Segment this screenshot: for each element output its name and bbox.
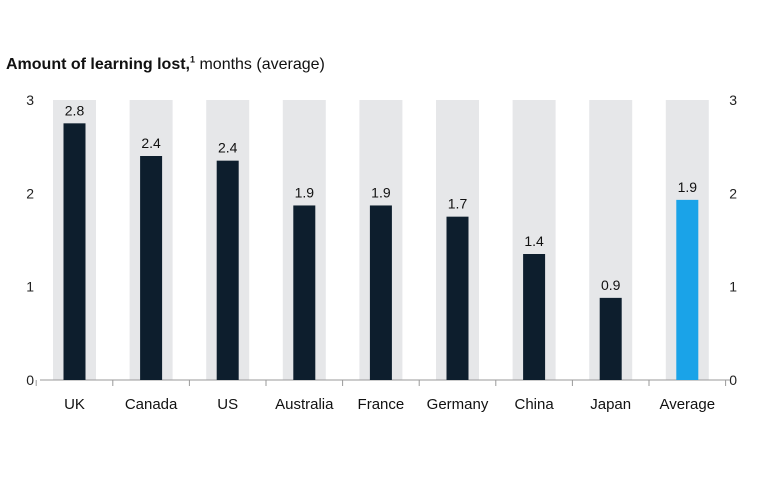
bar bbox=[140, 156, 163, 380]
data-label: 1.7 bbox=[448, 196, 468, 212]
y-tick-label-right: 2 bbox=[729, 185, 737, 201]
x-tick-label: Average bbox=[659, 396, 715, 413]
data-label: 1.9 bbox=[295, 184, 315, 200]
data-label: 1.9 bbox=[371, 184, 391, 200]
x-tick-label: Germany bbox=[427, 396, 489, 413]
x-tick-label: Canada bbox=[125, 396, 178, 413]
x-tick-label: Australia bbox=[275, 396, 334, 413]
data-label: 1.9 bbox=[678, 179, 698, 195]
data-label: 1.4 bbox=[524, 233, 544, 249]
chart-title: Amount of learning lost,1 months (averag… bbox=[6, 54, 325, 74]
y-tick-label-right: 3 bbox=[729, 92, 737, 108]
bar bbox=[293, 205, 316, 380]
y-tick-label-left: 1 bbox=[26, 279, 34, 295]
y-tick-label-left: 2 bbox=[26, 185, 34, 201]
bar bbox=[63, 123, 86, 380]
footnote-marker: 1 bbox=[190, 54, 196, 65]
x-tick-label: Japan bbox=[590, 396, 631, 413]
chart-title-units: months (average) bbox=[195, 56, 325, 73]
y-tick-label-left: 3 bbox=[26, 92, 34, 108]
x-tick-label: France bbox=[358, 396, 405, 413]
bar bbox=[676, 199, 699, 380]
bar bbox=[216, 160, 239, 380]
data-label: 0.9 bbox=[601, 277, 621, 293]
x-tick-label: UK bbox=[64, 396, 85, 413]
bar bbox=[599, 297, 622, 380]
data-label: 2.4 bbox=[141, 135, 161, 151]
bar bbox=[523, 254, 546, 380]
y-tick-label-right: 1 bbox=[729, 279, 737, 295]
bar bbox=[369, 205, 392, 380]
y-tick-label-right: 0 bbox=[729, 372, 737, 388]
data-label: 2.4 bbox=[218, 140, 238, 156]
data-label: 2.8 bbox=[65, 102, 85, 118]
x-tick-label: China bbox=[514, 396, 554, 413]
chart-title-bold: Amount of learning lost, bbox=[6, 56, 190, 73]
y-tick-label-left: 0 bbox=[26, 372, 34, 388]
x-tick-label: US bbox=[217, 396, 238, 413]
bar bbox=[446, 216, 469, 380]
